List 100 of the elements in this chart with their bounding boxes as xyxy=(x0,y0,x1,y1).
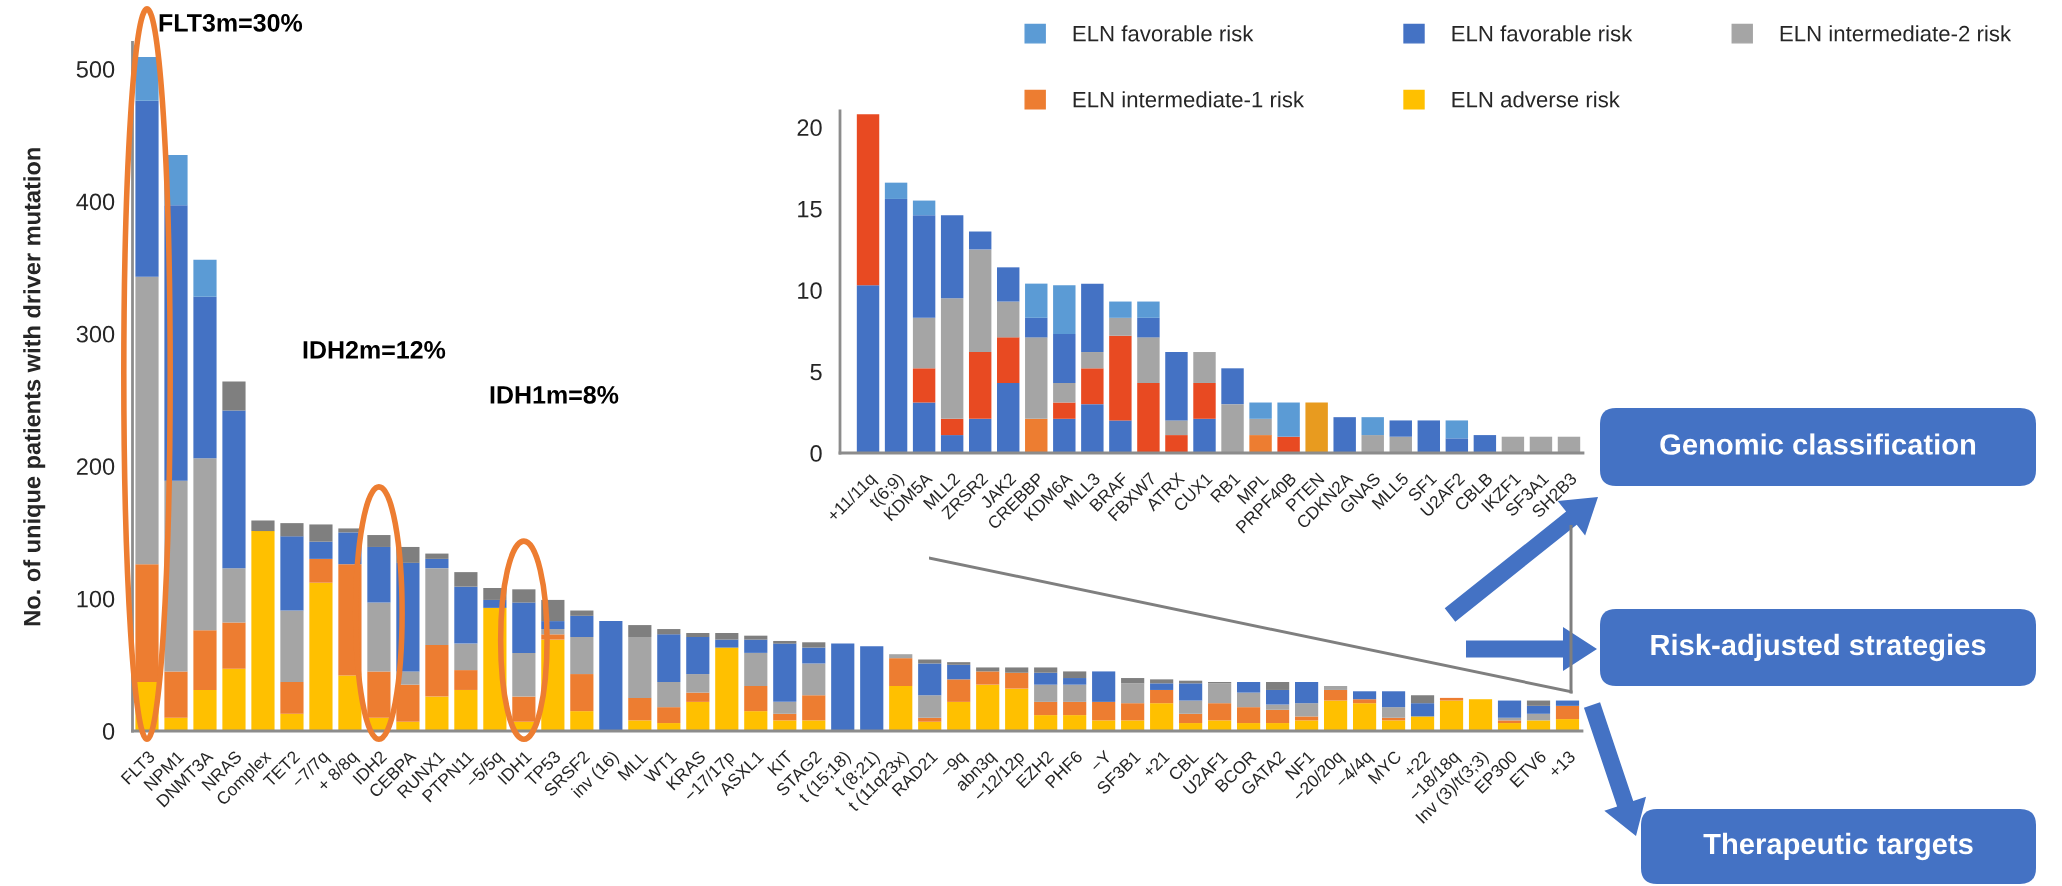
bar xyxy=(309,582,333,731)
bar xyxy=(628,697,652,721)
bar xyxy=(802,642,826,648)
bar xyxy=(912,317,936,369)
bar xyxy=(570,610,594,616)
bar xyxy=(912,402,936,453)
bar xyxy=(1208,683,1232,704)
bar xyxy=(1501,436,1525,453)
bar xyxy=(251,520,275,532)
bar xyxy=(889,654,913,659)
bar xyxy=(657,634,681,683)
bar xyxy=(918,717,942,722)
bar xyxy=(1557,436,1581,453)
bar xyxy=(1053,285,1076,335)
bar xyxy=(1063,701,1087,716)
bar xyxy=(1092,701,1116,721)
bar xyxy=(570,674,594,712)
bar xyxy=(1526,705,1551,714)
bar xyxy=(1063,715,1087,731)
bar xyxy=(889,658,913,686)
bar xyxy=(856,114,880,286)
bar xyxy=(1417,420,1441,453)
y-tick-label: 300 xyxy=(76,325,115,343)
bar xyxy=(280,713,304,731)
bar xyxy=(1266,709,1290,724)
bar xyxy=(947,664,971,680)
bar xyxy=(1208,703,1232,721)
bar xyxy=(570,636,594,675)
bar xyxy=(1237,707,1261,724)
bar xyxy=(1266,704,1290,710)
bar xyxy=(1323,700,1348,731)
bar xyxy=(1092,671,1116,702)
bar xyxy=(1109,420,1132,453)
bar xyxy=(222,622,246,669)
x-tick-label: +13 xyxy=(1547,749,1576,779)
bar xyxy=(1295,720,1319,731)
bar xyxy=(860,646,884,731)
bar xyxy=(1333,417,1356,453)
bar xyxy=(193,630,217,690)
bar xyxy=(773,720,797,731)
bar xyxy=(657,682,681,708)
bar xyxy=(512,589,536,603)
y-tick-label: 20 xyxy=(797,119,822,137)
text: Genomic classification xyxy=(1660,433,1976,455)
bar xyxy=(367,671,391,718)
bar xyxy=(1249,402,1272,419)
bar xyxy=(715,639,739,648)
bar xyxy=(1025,317,1048,338)
bar xyxy=(1361,435,1384,453)
bar xyxy=(1497,700,1522,718)
bar xyxy=(164,717,188,731)
bar xyxy=(889,685,913,731)
bar xyxy=(628,720,652,731)
bar xyxy=(1150,703,1174,731)
bar xyxy=(1555,705,1580,720)
bar xyxy=(997,301,1020,338)
bar xyxy=(599,621,623,731)
bar xyxy=(1381,707,1406,718)
legend-label: ELN favorable risk xyxy=(1452,25,1633,42)
bar xyxy=(1109,317,1132,336)
bar xyxy=(280,610,304,683)
bar xyxy=(802,695,826,721)
bar xyxy=(1473,435,1497,453)
bar xyxy=(193,296,217,459)
bar xyxy=(512,602,536,653)
bar xyxy=(968,352,992,419)
bar xyxy=(657,629,681,635)
bar xyxy=(1150,689,1174,704)
bar xyxy=(884,198,908,453)
bar xyxy=(193,689,217,731)
bar xyxy=(947,701,971,731)
y-tick-label: 200 xyxy=(76,458,115,475)
bar xyxy=(280,536,304,611)
bar xyxy=(686,636,710,675)
bar xyxy=(918,663,942,696)
bar xyxy=(1266,689,1290,705)
bar xyxy=(1179,683,1203,701)
bar xyxy=(454,572,478,587)
bar xyxy=(1025,283,1048,318)
bar xyxy=(802,720,826,731)
bar xyxy=(947,679,971,702)
bar xyxy=(1150,679,1174,684)
bar xyxy=(940,435,964,453)
legend-label: ELN adverse risk xyxy=(1452,91,1620,108)
bar xyxy=(744,711,768,731)
bar xyxy=(1063,671,1087,679)
bar xyxy=(1526,700,1551,706)
bar xyxy=(222,568,246,623)
text: FLT3m=30% xyxy=(159,14,303,32)
bar xyxy=(135,276,159,565)
bar xyxy=(425,696,449,731)
bar xyxy=(1389,436,1412,453)
bar xyxy=(976,667,1000,672)
bar xyxy=(425,568,449,645)
bar xyxy=(1053,402,1076,419)
bar xyxy=(1165,420,1188,436)
bar xyxy=(1109,301,1132,318)
y-tick-label: 15 xyxy=(798,201,822,218)
bar xyxy=(1277,402,1300,437)
bar xyxy=(744,635,768,640)
